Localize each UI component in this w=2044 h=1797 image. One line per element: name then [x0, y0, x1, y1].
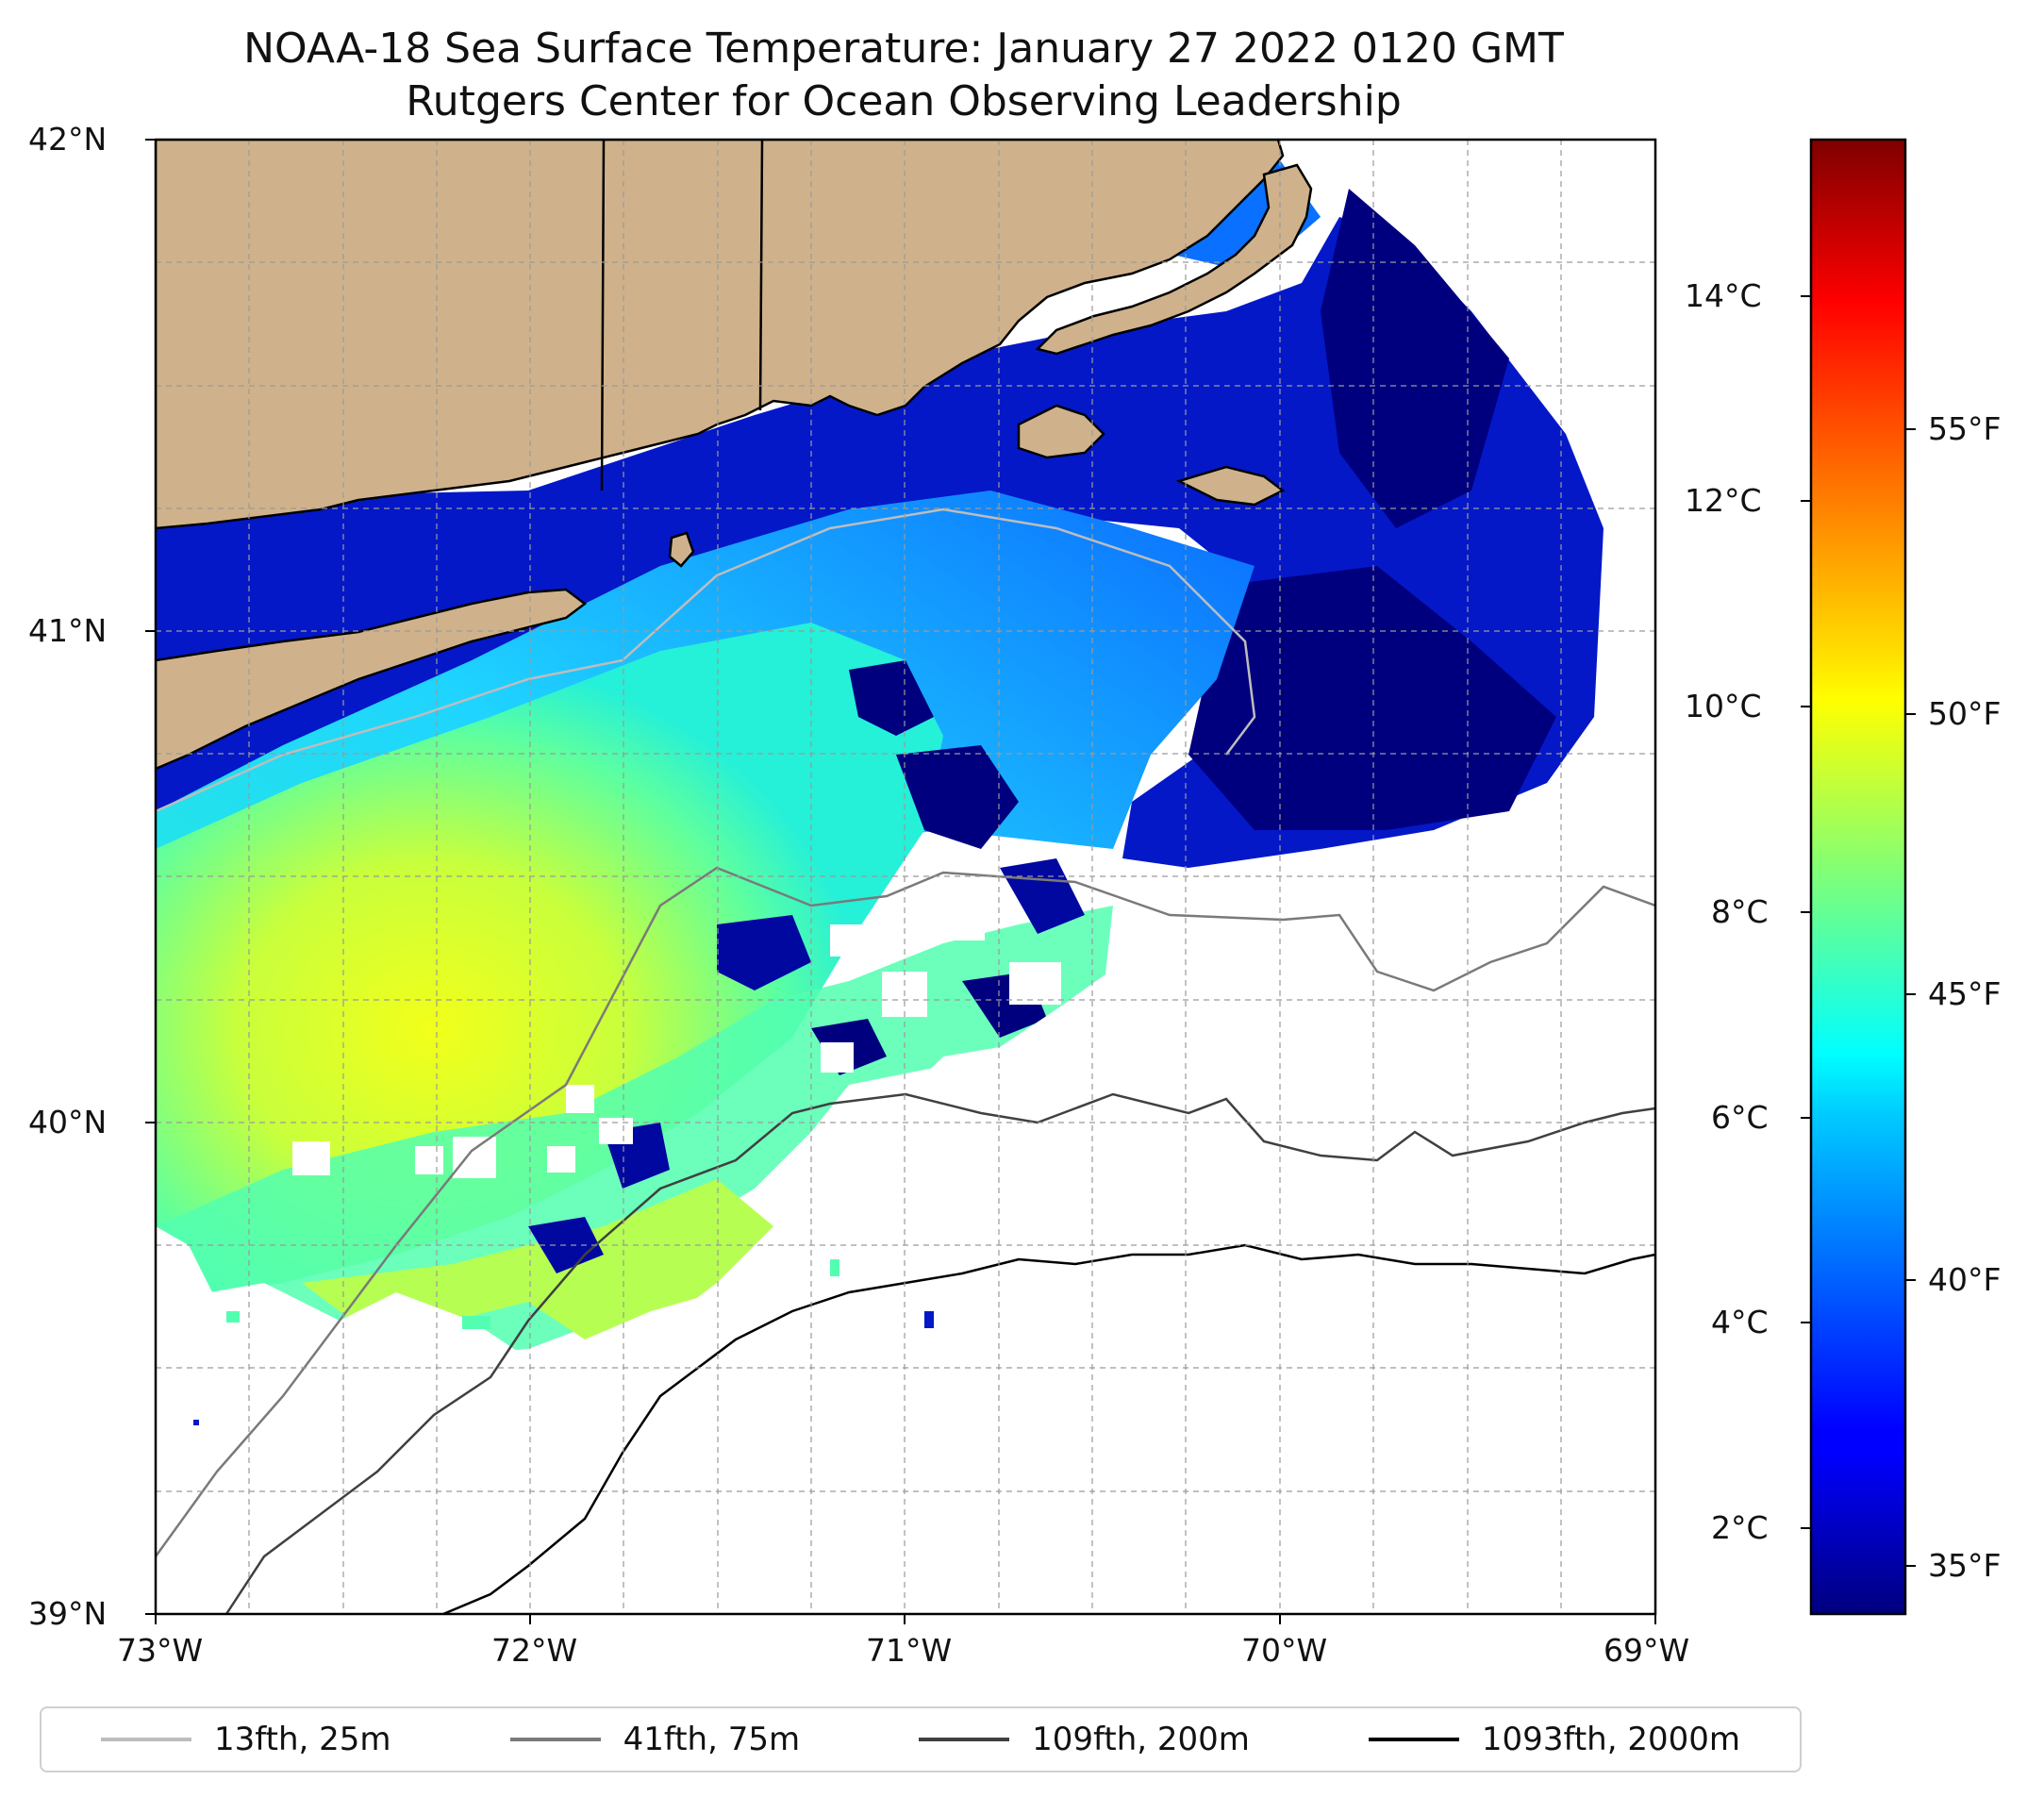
legend-item: 1093fth, 2000m [1368, 1721, 1740, 1758]
chart-title: NOAA-18 Sea Surface Temperature: January… [243, 25, 1564, 73]
x-tick-label: 69°W [1604, 1632, 1690, 1669]
martha-vineyard [1017, 404, 1105, 459]
contour-25m [156, 507, 1256, 813]
colorbar-fahrenheit-label: 40°F [1928, 1261, 2002, 1298]
legend-swatch [1368, 1738, 1459, 1741]
contour-2000m [442, 1243, 1655, 1614]
x-tick-label: 70°W [1241, 1632, 1328, 1669]
legend-swatch [919, 1738, 1010, 1741]
legend-swatch [509, 1738, 601, 1741]
colorbar [1801, 138, 1916, 1616]
gridlines [156, 140, 1655, 1614]
colorbar-celsius-label: 12°C [1685, 482, 1762, 519]
contour-75m [156, 866, 1655, 1557]
colorbar-gradient [1809, 138, 1907, 1616]
colorbar-celsius-label: 10°C [1685, 688, 1762, 724]
colorbar-celsius-label: 6°C [1711, 1099, 1769, 1136]
x-tick-label: 73°W [117, 1632, 204, 1669]
land [156, 140, 1313, 771]
x-tick-label: 72°W [491, 1632, 578, 1669]
block-island [668, 531, 695, 568]
colorbar-celsius-label: 14°C [1685, 277, 1762, 314]
cape-cod [1035, 163, 1313, 356]
x-tick-label: 71°W [866, 1632, 953, 1669]
legend-label: 41fth, 75m [623, 1721, 801, 1758]
map-area [156, 140, 1655, 1614]
legend-item: 13fth, 25m [101, 1721, 391, 1758]
chart-subtitle: Rutgers Center for Ocean Observing Leade… [406, 77, 1402, 125]
colorbar-fahrenheit-label: 50°F [1928, 695, 2002, 732]
y-tick-label: 39°N [28, 1595, 108, 1632]
colorbar-celsius-label: 8°C [1711, 893, 1769, 930]
legend-label: 109fth, 200m [1032, 1721, 1250, 1758]
legend-label: 1093fth, 2000m [1481, 1721, 1740, 1758]
legend-label: 13fth, 25m [214, 1721, 391, 1758]
y-tick-label: 41°N [28, 612, 108, 649]
nantucket [1175, 465, 1286, 507]
state-borders [600, 140, 764, 491]
y-tick-label: 42°N [28, 121, 108, 158]
legend-item: 109fth, 200m [919, 1721, 1250, 1758]
legend-swatch [101, 1738, 192, 1741]
colorbar-celsius-label: 4°C [1711, 1304, 1769, 1340]
long-island [156, 588, 588, 771]
contour-200m [224, 1092, 1655, 1614]
bathymetry-contours [156, 507, 1655, 1614]
axis-ticks [145, 139, 1656, 1624]
colorbar-celsius-label: 2°C [1711, 1509, 1769, 1546]
colorbar-fahrenheit-label: 35°F [1928, 1547, 2002, 1584]
y-tick-label: 40°N [28, 1104, 108, 1140]
colorbar-fahrenheit-label: 45°F [1928, 975, 2002, 1012]
colorbar-fahrenheit-label: 55°F [1928, 410, 2002, 447]
legend: 13fth, 25m 41fth, 75m 109fth, 200m 1093f… [40, 1706, 1802, 1772]
legend-item: 41fth, 75m [509, 1721, 801, 1758]
